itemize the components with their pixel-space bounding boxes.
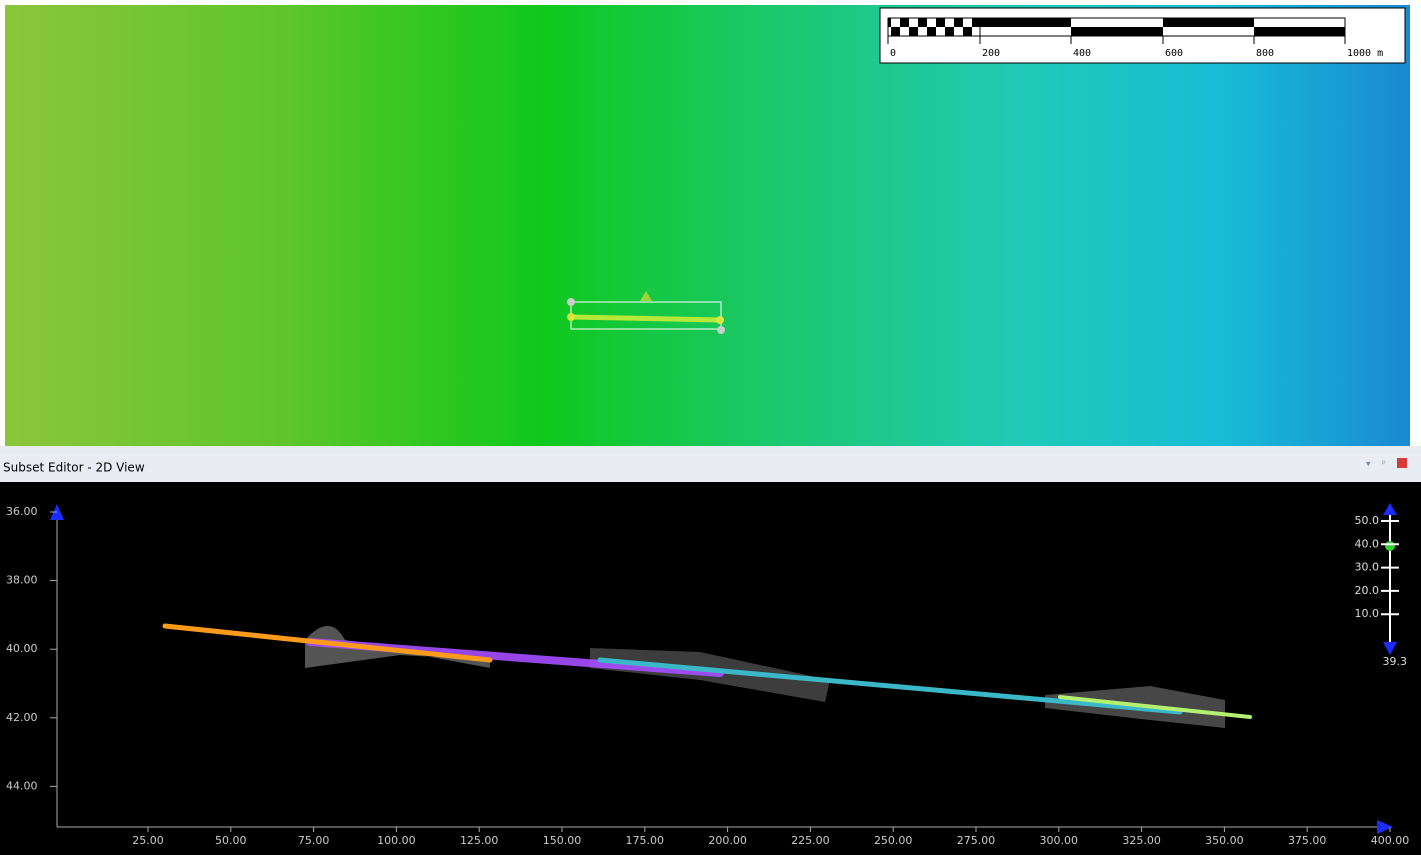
x-tick-label: 250.00 bbox=[874, 834, 913, 847]
scale-label: 200 bbox=[982, 48, 1000, 59]
x-tick-label: 200.00 bbox=[708, 834, 747, 847]
panel-close[interactable] bbox=[1397, 458, 1407, 468]
scale-label: 800 bbox=[1256, 48, 1274, 59]
y-tick-label: 38.00 bbox=[6, 574, 38, 587]
map-border bbox=[1410, 0, 1421, 446]
x-tick-label: 350.00 bbox=[1205, 834, 1244, 847]
x-tick-label: 400.00 bbox=[1371, 834, 1410, 847]
x-tick-label: 100.00 bbox=[377, 834, 416, 847]
x-tick-label: 300.00 bbox=[1040, 834, 1079, 847]
x-tick-label: 50.00 bbox=[215, 834, 247, 847]
panel-title: Subset Editor - 2D View bbox=[3, 461, 145, 475]
depth-label: 50.0 bbox=[1355, 514, 1380, 527]
depth-label: 40.0 bbox=[1355, 537, 1380, 550]
y-tick-label: 42.00 bbox=[6, 711, 38, 724]
map-view[interactable] bbox=[0, 0, 1421, 446]
panel-menu[interactable]: ▾ bbox=[1366, 460, 1371, 470]
splitter[interactable] bbox=[0, 446, 1421, 454]
y-tick-label: 40.00 bbox=[6, 642, 38, 655]
depth-label: 10.0 bbox=[1355, 607, 1380, 620]
x-tick-label: 375.00 bbox=[1288, 834, 1327, 847]
x-tick-label: 150.00 bbox=[543, 834, 582, 847]
scale-label: 0 bbox=[890, 48, 896, 59]
map-border bbox=[0, 0, 5, 446]
depth-label: 20.0 bbox=[1355, 584, 1380, 597]
x-tick-label: 125.00 bbox=[460, 834, 499, 847]
screen: 0 200 400 600 800 1000 m Subset Editor - 2D V… bbox=[0, 0, 1421, 855]
scale-label: 1000 m bbox=[1347, 48, 1383, 59]
panel-pin[interactable]: ᵖ bbox=[1382, 460, 1386, 470]
x-tick-label: 175.00 bbox=[626, 834, 665, 847]
scale-bar: 0 200 400 600 800 1000 m bbox=[880, 8, 1405, 63]
y-tick-label: 36.00 bbox=[6, 505, 38, 518]
x-tick-label: 325.00 bbox=[1122, 834, 1161, 847]
x-tick-label: 275.00 bbox=[957, 834, 996, 847]
y-tick-label: 44.00 bbox=[6, 779, 38, 792]
depth-label: 30.0 bbox=[1355, 561, 1380, 574]
panel-header bbox=[0, 454, 1421, 482]
app: {"scale_bar": {"labels": ["0", "200", "4… bbox=[0, 0, 1421, 855]
scale-label: 600 bbox=[1165, 48, 1183, 59]
scale-label: 400 bbox=[1073, 48, 1091, 59]
depth-current: 39.3 bbox=[1383, 655, 1408, 668]
x-tick-label: 75.00 bbox=[298, 834, 330, 847]
x-tick-label: 25.00 bbox=[132, 834, 164, 847]
x-tick-label: 225.00 bbox=[791, 834, 830, 847]
map-border bbox=[0, 0, 1421, 5]
